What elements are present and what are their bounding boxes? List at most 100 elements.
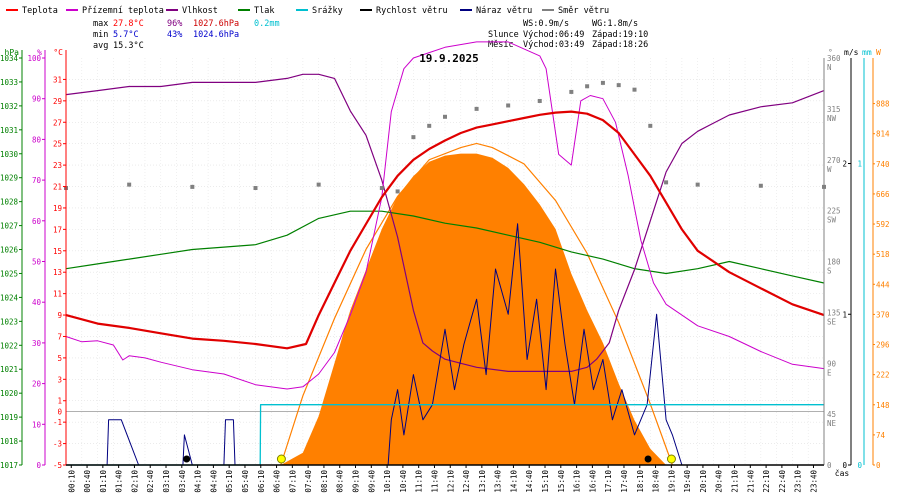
direction-compass-label: NE xyxy=(827,419,837,428)
wind-direction-point xyxy=(127,182,132,187)
x-tick-label: 04:10 xyxy=(194,470,203,493)
chart-title: 19.9.2025 xyxy=(419,52,479,65)
x-tick-label: 08:40 xyxy=(336,470,345,493)
temperature-zero-label: 0 xyxy=(57,407,62,416)
solar-radiation-area xyxy=(280,153,673,465)
hpa-tick-label: 1032 xyxy=(0,102,18,111)
wind-direction-point xyxy=(537,98,542,103)
legend-label-2: Vlhkost xyxy=(182,6,218,16)
hpa-tick-label: 1026 xyxy=(0,246,18,255)
temperature-tick-label: 3 xyxy=(57,375,62,384)
stat-max-rain: 0.2mm xyxy=(254,19,280,29)
solar-tick-label: 148 xyxy=(876,401,890,410)
moon-set: Západ:18:26 xyxy=(592,40,648,50)
humidity-tick-label: 0 xyxy=(36,461,41,470)
x-tick-label: 09:10 xyxy=(352,470,361,493)
hpa-tick-label: 1017 xyxy=(0,461,18,470)
hpa-tick-label: 1028 xyxy=(0,198,18,207)
temperature-tick-label: -3 xyxy=(53,440,62,449)
direction-compass-label: SE xyxy=(827,317,837,326)
direction-compass-label: N xyxy=(827,63,832,72)
temperature-tick-label: 31 xyxy=(53,75,62,84)
x-tick-label: 07:10 xyxy=(288,470,297,493)
humidity-tick-label: 50 xyxy=(32,258,42,267)
temperature-tick-label: 1 xyxy=(57,397,62,406)
hpa-tick-label: 1020 xyxy=(0,389,18,398)
temperature-tick-label: 21 xyxy=(53,183,62,192)
x-tick-label: 06:10 xyxy=(257,470,266,493)
sun-rise: Východ:06:49 xyxy=(523,30,584,40)
humidity-tick-label: 60 xyxy=(32,217,42,226)
wind-direction-point xyxy=(695,182,700,187)
legend-label-4: Srážky xyxy=(312,6,343,16)
temperature-tick-label: 15 xyxy=(53,247,62,256)
temperature-tick-label: -1 xyxy=(53,418,62,427)
x-tick-label: 22:40 xyxy=(778,470,787,493)
x-tick-label: 22:10 xyxy=(762,470,771,493)
hpa-tick-label: 1023 xyxy=(0,317,18,326)
x-tick-label: 03:40 xyxy=(178,470,187,493)
wind-direction-point xyxy=(664,180,669,185)
x-tick-label: 23:40 xyxy=(809,470,818,493)
humidity-tick-label: 80 xyxy=(32,135,42,144)
moonset-marker xyxy=(644,455,652,463)
wind-direction-point xyxy=(569,89,574,94)
wind-direction-point xyxy=(316,182,321,187)
x-tick-label: 05:10 xyxy=(225,470,234,493)
temperature-tick-label: 7 xyxy=(57,332,62,341)
legend-label-1: Přízemní teplota xyxy=(82,6,164,16)
wind-direction-point xyxy=(190,184,195,189)
hpa-axis-unit: hPa xyxy=(5,48,20,57)
direction-compass-label: NW xyxy=(827,114,837,123)
legend-label-3: Tlak xyxy=(254,6,274,16)
stat-min-press: 1024.6hPa xyxy=(193,30,239,40)
humidity-tick-label: 20 xyxy=(32,380,42,389)
rain-axis-unit: mm xyxy=(862,48,872,57)
x-tick-label: 13:40 xyxy=(494,470,503,493)
solar-tick-label: 518 xyxy=(876,250,890,259)
sun-set: Západ:19:10 xyxy=(592,30,648,40)
x-tick-label: 01:40 xyxy=(115,470,124,493)
stat-min-temp: 5.7°C xyxy=(113,30,139,40)
wind-direction-point xyxy=(648,123,653,128)
wind-direction-point xyxy=(616,83,621,88)
stat-min-hum: 43% xyxy=(167,30,182,40)
direction-tick-label: 315 xyxy=(827,105,841,114)
x-tick-label: 10:10 xyxy=(383,470,392,493)
moon-rise: Východ:03:49 xyxy=(523,40,584,50)
solar-tick-label: 296 xyxy=(876,341,890,350)
hpa-tick-label: 1033 xyxy=(0,78,18,87)
humidity-tick-label: 70 xyxy=(32,176,42,185)
solar-tick-label: 740 xyxy=(876,160,890,169)
sunset-marker xyxy=(666,454,676,464)
x-tick-label: 10:40 xyxy=(399,470,408,493)
x-tick-label: 00:10 xyxy=(67,470,76,493)
hpa-tick-label: 1031 xyxy=(0,126,18,135)
x-tick-label: 19:40 xyxy=(683,470,692,493)
direction-axis-unit: ° xyxy=(828,48,833,57)
hpa-tick-label: 1018 xyxy=(0,437,18,446)
solar-tick-label: 74 xyxy=(876,431,886,440)
wind-tick-label: 0 xyxy=(842,461,847,470)
hpa-tick-label: 1021 xyxy=(0,365,18,374)
legend-label-7: Směr větru xyxy=(558,6,609,16)
temperature-tick-label: 17 xyxy=(53,225,62,234)
stat-avg-label: avg xyxy=(93,41,108,51)
x-tick-label: 12:10 xyxy=(446,470,455,493)
temperature-tick-label: 29 xyxy=(53,97,62,106)
stat-avg-temp: 15.3°C xyxy=(113,41,144,51)
temperature-tick-label: 5 xyxy=(57,354,62,363)
x-tick-label: 16:10 xyxy=(573,470,582,493)
moon-label: Měsíc xyxy=(488,40,514,50)
x-tick-label: 20:40 xyxy=(715,470,724,493)
x-tick-label: 00:40 xyxy=(83,470,92,493)
direction-tick-label: 360 xyxy=(827,54,841,63)
x-tick-label: 02:10 xyxy=(130,470,139,493)
legend-label-6: Náraz větru xyxy=(476,6,532,16)
wind-direction-point xyxy=(506,103,511,108)
stats-block: max 27.8°C 96% 1027.6hPa 0.2mm min 5.7°C… xyxy=(93,19,280,51)
humidity-tick-label: 40 xyxy=(32,298,42,307)
x-tick-label: 05:40 xyxy=(241,470,250,493)
direction-tick-label: 135 xyxy=(827,308,841,317)
